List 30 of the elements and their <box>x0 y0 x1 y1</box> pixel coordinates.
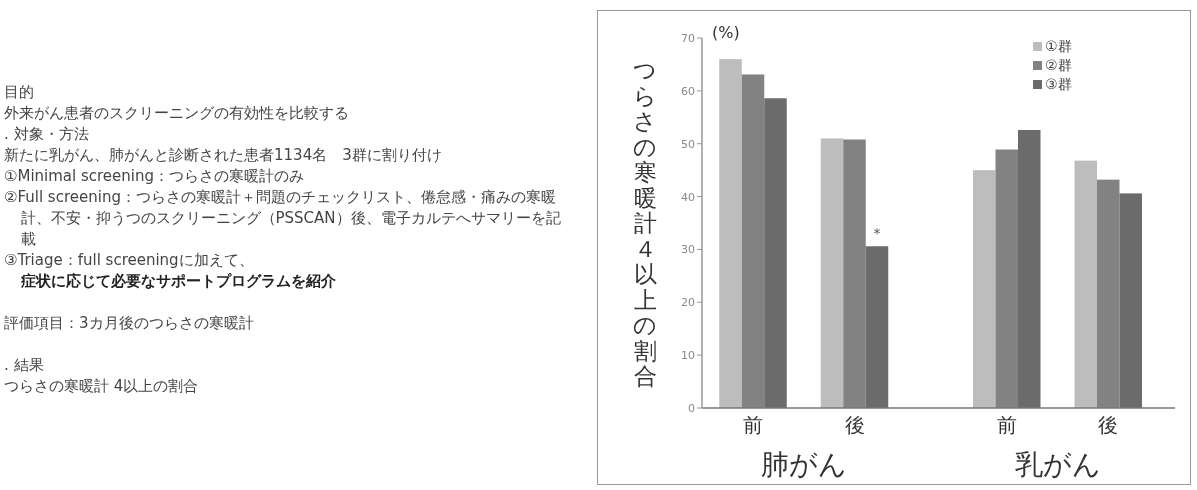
x-tick-label: 前 <box>743 413 763 437</box>
text: 目的 <box>4 83 34 101</box>
text: 乳がん <box>1014 448 1101 481</box>
text: 評価項目：3カ月後のつらさの寒暖計 <box>4 314 254 332</box>
y-tick-label: 10 <box>681 349 695 363</box>
text: . 対象・方法 <box>4 125 89 143</box>
x-tick-label: 後 <box>1098 413 1119 437</box>
text: つらさの寒暖計４以上の割合 <box>633 57 657 389</box>
y-tick-label: 70 <box>681 32 695 45</box>
text: . 結果 <box>4 356 44 374</box>
y-tick-label: 40 <box>681 190 695 204</box>
legend-label: ②群 <box>1045 57 1072 73</box>
text: ③Triage：full screeningに加えて、症状に応じて必要なサポートプログラムを紹介 <box>4 251 337 292</box>
x-tick-label: 後 <box>844 413 865 437</box>
text: 外来がん患者のスクリーニングの有効性を比較する <box>4 104 349 122</box>
text: つらさの寒暖計 4以上の割合 <box>4 377 199 395</box>
text: 肺がん <box>760 448 847 481</box>
y-tick-label: 0 <box>688 402 695 415</box>
annotation: (%) <box>712 23 740 42</box>
y-tick-label: 60 <box>681 84 695 98</box>
y-tick-label: 20 <box>681 296 695 310</box>
x-tick-label: 前 <box>996 413 1017 437</box>
y-tick-label: 50 <box>681 137 695 151</box>
text: ②Full screening：つらさの寒暖計＋問題のチェックリスト、倦怠感・痛みの寒暖計、不安・抑うつのスクリーニング（PSSCAN）後、電子カルテへサマリーを記載 <box>4 188 561 248</box>
text: ①Minimal screening：つらさの寒暖計のみ <box>4 167 305 185</box>
y-tick-label: 30 <box>681 243 695 257</box>
annotation: * <box>873 224 881 241</box>
text: 新たに乳がん、肺がんと診断された患者1134名 3群に割り付け <box>4 146 442 164</box>
legend-label: ③群 <box>1045 76 1072 92</box>
legend-label: ①群 <box>1045 38 1072 54</box>
